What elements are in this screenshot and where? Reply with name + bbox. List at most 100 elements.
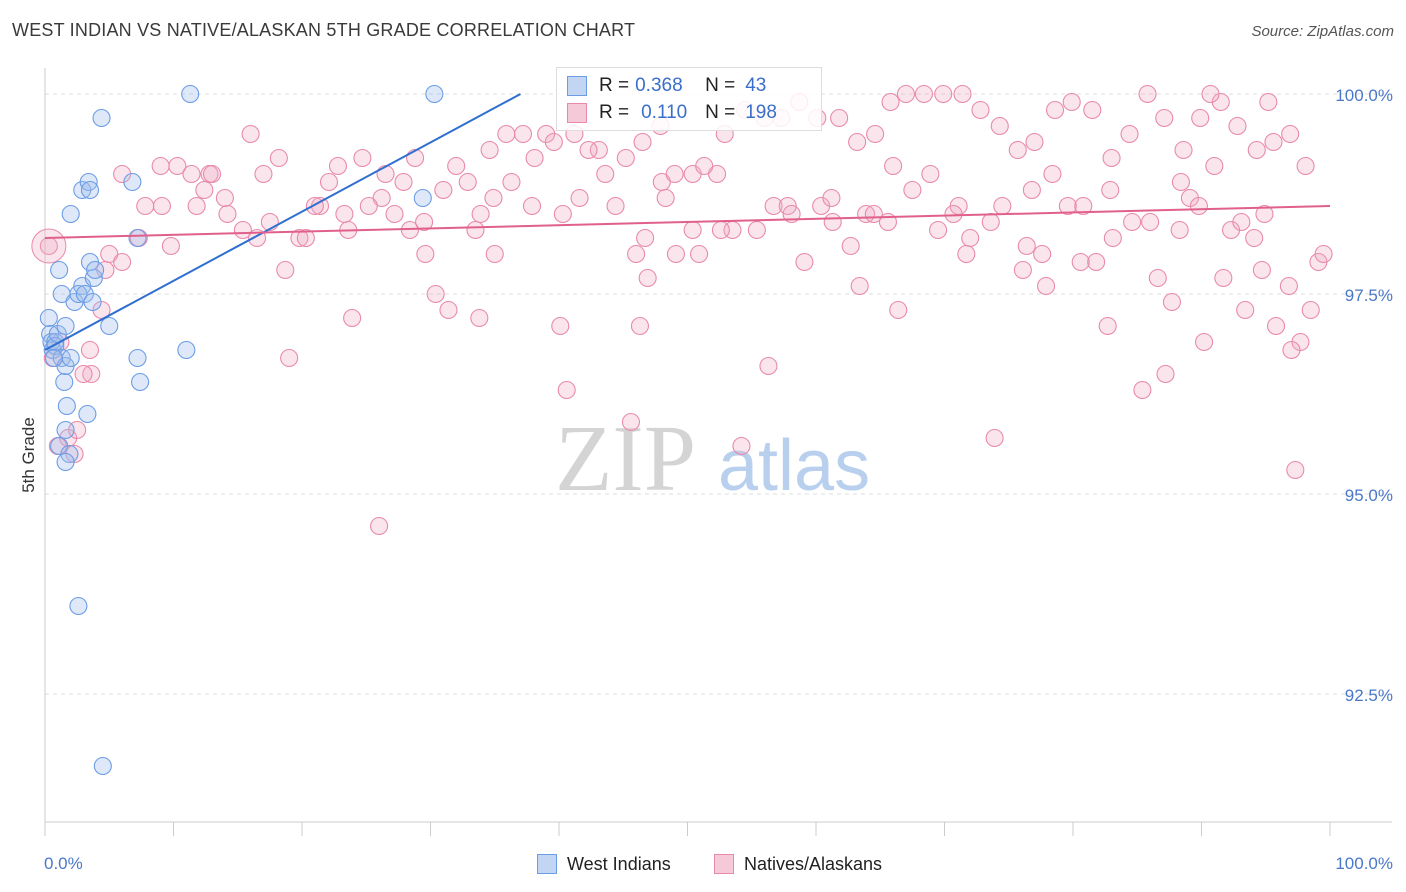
- natives-alaskans-point: [1083, 100, 1102, 120]
- natives-alaskans-point: [1245, 228, 1264, 248]
- natives-alaskans-point: [841, 236, 860, 256]
- natives-alaskans-point: [1247, 140, 1266, 160]
- natives-alaskans-point: [1008, 140, 1027, 160]
- natives-alaskans-point: [80, 340, 100, 360]
- west-indians-point: [56, 316, 75, 336]
- natives-alaskans-point: [589, 140, 608, 160]
- natives-alaskans-point: [151, 156, 170, 176]
- natives-alaskans-point: [544, 132, 563, 152]
- source-label: Source: ZipAtlas.com: [1251, 23, 1394, 40]
- natives-alaskans-point: [269, 148, 288, 168]
- natives-alaskans-point: [466, 220, 485, 240]
- natives-alaskans-point: [152, 196, 171, 216]
- legend-row-natives-alaskans: R = 0.110 N = 198: [567, 101, 777, 125]
- natives-alaskans-point: [1252, 260, 1271, 280]
- natives-alaskans-point: [553, 204, 572, 224]
- natives-alaskans-point: [319, 172, 339, 192]
- natives-alaskans-point: [1138, 84, 1157, 104]
- west-indians-point: [83, 292, 102, 312]
- west-indians-trend-line: [44, 93, 521, 351]
- axes: [44, 68, 1392, 836]
- natives-alaskans-point: [1264, 132, 1283, 152]
- natives-alaskans-point: [864, 204, 883, 224]
- natives-alaskans-point: [557, 380, 576, 400]
- natives-alaskans-point: [884, 156, 903, 176]
- natives-alaskans-point: [1098, 316, 1117, 336]
- west-indians-point: [55, 372, 74, 392]
- natives-alaskans-point: [782, 204, 801, 224]
- natives-alaskans-point: [1033, 244, 1052, 264]
- natives-alaskans-point: [1017, 236, 1036, 256]
- natives-alaskans-point: [353, 148, 372, 168]
- y-tick-label: 92.5%: [1345, 686, 1393, 705]
- natives-alaskans-point: [1043, 164, 1062, 184]
- natives-alaskans-point: [1232, 212, 1251, 232]
- x-tick-label-max: 100.0%: [1335, 854, 1393, 873]
- natives-alaskans-point: [305, 196, 324, 216]
- west-indians-point: [56, 452, 75, 472]
- natives-alaskans-point: [881, 92, 900, 112]
- natives-alaskans-point: [280, 348, 299, 368]
- y-tick-label: 100.0%: [1335, 86, 1393, 105]
- natives-alaskans-point: [596, 164, 615, 184]
- west-indians-point: [128, 348, 147, 368]
- natives-alaskans-trend-line: [44, 205, 1331, 239]
- chart-title: WEST INDIAN VS NATIVE/ALASKAN 5TH GRADE …: [12, 20, 636, 40]
- x-tick-label-min: 0.0%: [44, 854, 83, 873]
- natives-alaskans-point: [328, 156, 348, 176]
- natives-alaskans-point: [633, 132, 652, 152]
- natives-alaskans-point: [656, 188, 675, 208]
- natives-alaskans-point: [1045, 100, 1065, 120]
- natives-alaskans-point: [1174, 140, 1193, 160]
- natives-alaskans-point: [439, 300, 458, 320]
- natives-alaskans-point: [218, 204, 237, 224]
- natives-alaskans-point: [416, 244, 435, 264]
- west-indians-point: [128, 228, 147, 248]
- bottom-legend-swatch-blue: [537, 854, 557, 874]
- natives-alaskans-point: [666, 244, 685, 264]
- natives-alaskans-point: [606, 196, 625, 216]
- natives-alaskans-point: [385, 204, 404, 224]
- legend-swatch-blue: [567, 76, 587, 96]
- natives-alaskans-point: [1133, 380, 1152, 400]
- y-tick-label: 95.0%: [1345, 486, 1393, 505]
- west-indians-point: [123, 172, 142, 192]
- natives-alaskans-point: [1201, 84, 1220, 104]
- west-indians-point: [57, 396, 76, 416]
- natives-alaskans-point: [1279, 276, 1298, 296]
- natives-alaskans-point: [296, 228, 315, 248]
- natives-alaskans-point: [621, 412, 641, 432]
- natives-alaskans-point: [1058, 196, 1077, 216]
- natives-alaskans-point: [1205, 156, 1224, 176]
- natives-alaskans-point: [1255, 204, 1274, 224]
- natives-alaskans-point: [823, 212, 842, 232]
- natives-alaskans-point: [513, 124, 533, 144]
- natives-alaskans-point: [1087, 252, 1106, 272]
- natives-alaskans-point: [394, 172, 413, 192]
- natives-alaskans-point: [1022, 180, 1041, 200]
- natives-alaskans-point: [764, 196, 783, 216]
- natives-alaskans-point: [370, 516, 389, 536]
- natives-alaskans-point: [215, 188, 234, 208]
- natives-alaskans-point: [1102, 148, 1121, 168]
- natives-alaskans-point: [447, 156, 466, 176]
- natives-alaskans-point: [1228, 116, 1247, 136]
- natives-alaskans-point: [708, 164, 727, 184]
- natives-alaskans-point: [1162, 292, 1181, 312]
- natives-alaskans-point: [944, 204, 963, 224]
- natives-alaskans-point: [1036, 276, 1056, 296]
- natives-alaskans-point: [195, 180, 214, 200]
- west-indians-point: [39, 308, 58, 328]
- natives-alaskans-point: [990, 116, 1009, 136]
- natives-alaskans-point: [638, 268, 657, 288]
- legend-n-value: 43: [745, 75, 767, 96]
- west-indians-point: [413, 188, 432, 208]
- natives-alaskans-point: [934, 84, 953, 104]
- natives-alaskans-point: [502, 172, 521, 192]
- west-indians-point: [44, 348, 64, 368]
- natives-alaskans-point: [426, 284, 445, 304]
- legend-r-label: R =: [599, 75, 630, 96]
- bottom-legend-label: West Indians: [567, 853, 671, 874]
- natives-alaskans-point: [690, 244, 709, 264]
